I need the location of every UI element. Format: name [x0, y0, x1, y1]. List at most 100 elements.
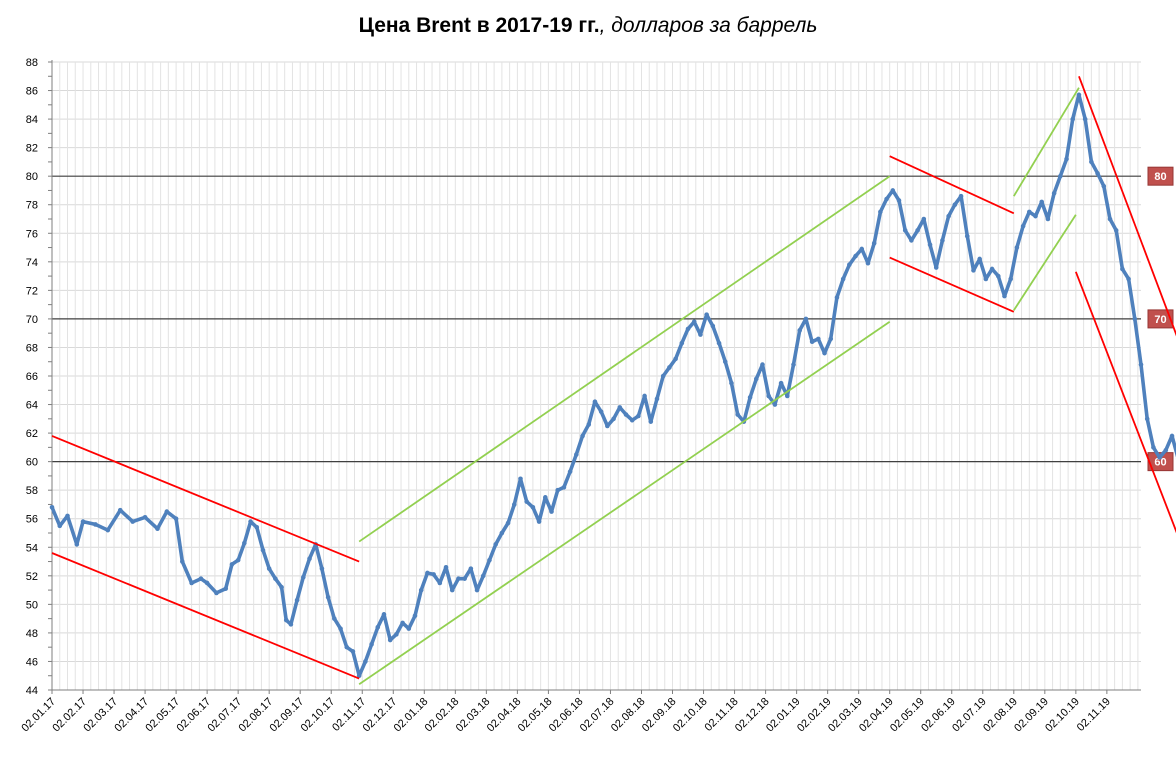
price-point	[1089, 159, 1094, 165]
price-point	[1002, 293, 1007, 299]
price-point	[822, 350, 827, 356]
price-point	[629, 417, 635, 423]
price-point	[400, 620, 405, 626]
price-point	[716, 340, 722, 346]
price-point	[117, 507, 123, 513]
price-point	[549, 509, 554, 514]
price-point	[518, 476, 523, 482]
price-point	[766, 393, 771, 399]
y-tick-label: 60	[26, 457, 38, 469]
price-point	[859, 246, 865, 252]
level-label-box	[1147, 166, 1174, 186]
price-point	[65, 513, 70, 519]
price-point	[710, 323, 716, 329]
series-layer	[49, 92, 1176, 679]
price-point	[198, 576, 204, 581]
price-point	[1138, 362, 1144, 367]
trend-line	[358, 175, 891, 543]
price-point	[1169, 433, 1175, 439]
y-tick-label: 88	[26, 57, 38, 69]
price-point	[983, 276, 989, 282]
price-point	[254, 524, 260, 530]
y-tick-label: 56	[26, 514, 38, 526]
price-point	[1101, 183, 1107, 189]
price-point	[387, 637, 393, 643]
y-tick-label: 74	[26, 257, 38, 269]
price-point	[344, 644, 350, 650]
price-point	[995, 273, 1001, 279]
price-point	[418, 587, 424, 593]
price-point	[809, 339, 815, 345]
price-point	[462, 576, 467, 581]
price-point	[896, 198, 902, 203]
price-point	[266, 566, 272, 571]
price-point	[80, 519, 86, 524]
price-point	[952, 202, 958, 208]
price-point	[816, 336, 821, 342]
level-label-box	[1147, 452, 1174, 472]
price-point	[1039, 199, 1045, 205]
price-point	[524, 499, 529, 504]
level-label-box	[1147, 309, 1174, 329]
price-point	[1113, 228, 1119, 233]
price-point	[474, 587, 480, 593]
price-point	[884, 196, 889, 202]
price-point	[611, 416, 616, 422]
price-point	[878, 209, 883, 215]
price-point	[332, 616, 337, 621]
price-point	[747, 395, 753, 400]
price-point	[654, 396, 660, 402]
y-tick-label: 76	[26, 228, 38, 240]
price-point	[142, 515, 148, 520]
price-point	[828, 336, 834, 342]
price-point	[319, 566, 325, 571]
price-point	[288, 622, 294, 627]
price-point	[667, 365, 672, 370]
price-point	[909, 238, 914, 243]
price-point	[660, 373, 666, 379]
price-point	[704, 312, 709, 317]
price-point	[580, 433, 585, 439]
price-point	[1020, 223, 1026, 229]
price-point	[971, 268, 976, 273]
price-point	[381, 612, 387, 617]
price-point	[847, 262, 852, 267]
price-point	[369, 642, 374, 647]
price-point	[933, 265, 939, 270]
price-point	[555, 487, 561, 493]
price-point	[642, 393, 647, 399]
price-point	[1076, 92, 1082, 98]
price-point	[791, 362, 796, 367]
price-point	[1070, 116, 1076, 122]
y-tick-label: 46	[26, 656, 38, 668]
price-point	[605, 423, 610, 429]
price-point	[338, 626, 343, 631]
price-point	[93, 522, 98, 527]
trend-lines	[51, 75, 1176, 686]
y-tick-label: 86	[26, 86, 38, 98]
price-point	[722, 359, 728, 365]
price-point	[406, 626, 412, 631]
price-point	[574, 452, 579, 457]
price-point	[242, 540, 247, 546]
level-label: 70	[1154, 314, 1166, 326]
chart-grid	[51, 61, 1141, 691]
price-point	[505, 520, 511, 526]
price-point	[279, 584, 284, 590]
trend-line	[51, 552, 360, 680]
price-point	[425, 570, 430, 576]
trend-line	[889, 155, 1015, 215]
trend-line	[889, 256, 1015, 313]
trend-line	[51, 435, 360, 563]
price-point	[785, 393, 790, 399]
price-point	[685, 326, 691, 332]
price-point	[74, 542, 80, 547]
price-point	[260, 547, 266, 553]
price-point	[648, 419, 654, 424]
price-point	[189, 580, 194, 586]
price-point	[273, 576, 278, 581]
price-point	[1157, 455, 1162, 460]
price-point	[356, 673, 362, 679]
y-tick-label: 82	[26, 143, 38, 155]
price-point	[772, 402, 778, 407]
